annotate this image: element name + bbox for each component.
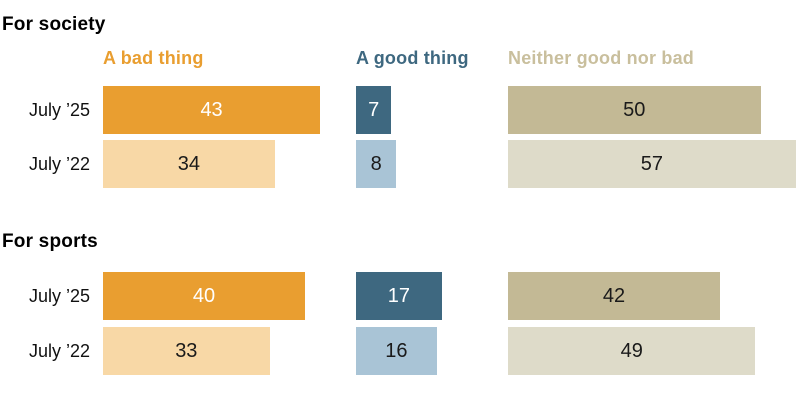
bar-sports-july22-good: 16 <box>356 327 437 375</box>
bar-sports-july22-neither: 49 <box>508 327 756 375</box>
bar-society-july25-neither: 50 <box>508 86 761 134</box>
row-label-sports-july-25: July ’25 <box>28 286 90 306</box>
bar-society-july25-bad: 43 <box>103 86 321 134</box>
bar-society-july22-neither: 57 <box>508 140 796 188</box>
bar-society-july22-bad: 34 <box>103 140 275 188</box>
row-label-sports-july-22: July ’22 <box>28 341 90 361</box>
legend-a-good-thing: A good thing <box>356 48 469 68</box>
bar-society-july25-good: 7 <box>356 86 392 134</box>
legend-a-bad-thing: A bad thing <box>103 48 204 68</box>
legend-neither-good-nor-bad: Neither good nor bad <box>508 48 694 68</box>
group-heading-sports: For sports <box>2 231 98 252</box>
bar-sports-july25-good: 17 <box>356 272 442 320</box>
row-label-society-july-25: July ’25 <box>28 100 90 120</box>
bar-sports-july25-neither: 42 <box>508 272 721 320</box>
row-label-society-july-22: July ’22 <box>28 154 90 174</box>
bar-society-july22-good: 8 <box>356 140 397 188</box>
bar-sports-july25-bad: 40 <box>103 272 305 320</box>
bar-sports-july22-bad: 33 <box>103 327 270 375</box>
group-heading-society: For society <box>2 14 106 35</box>
